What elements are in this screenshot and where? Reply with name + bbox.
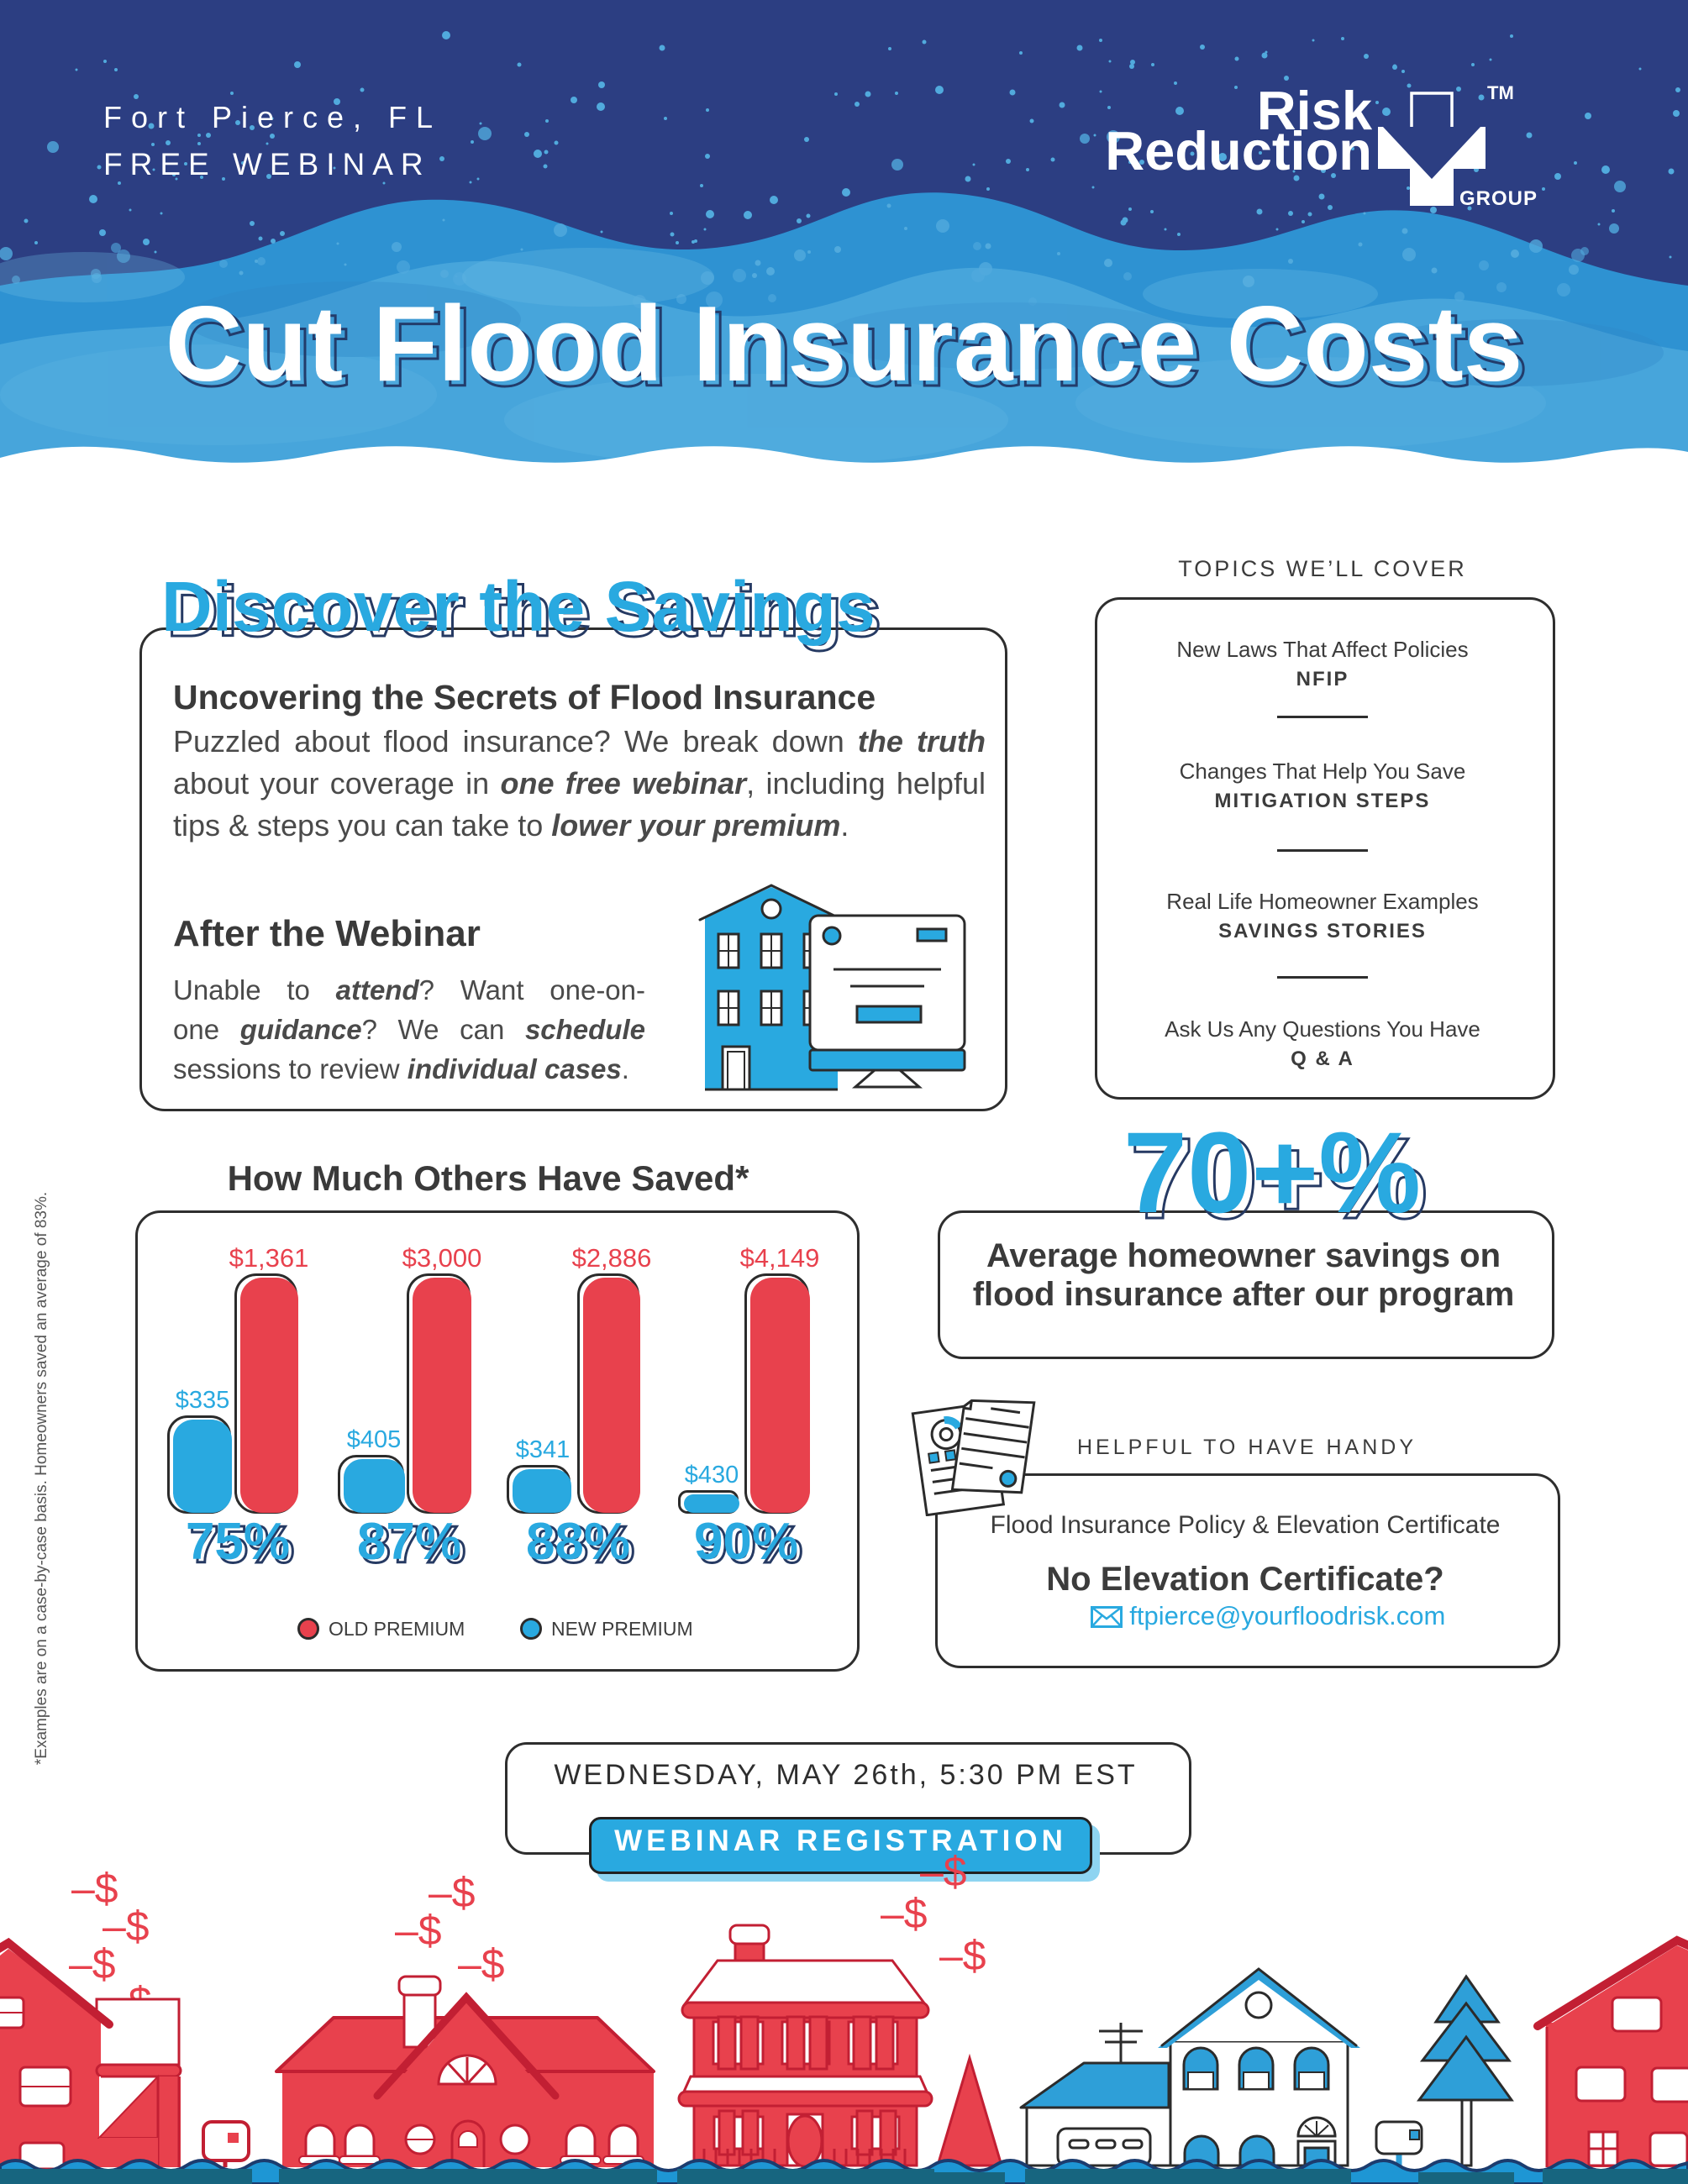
svg-text:–$: –$	[69, 1940, 116, 1987]
svg-text:–$: –$	[458, 1940, 505, 1987]
svg-text:–$: –$	[103, 1903, 150, 1950]
svg-text:–$: –$	[881, 1890, 928, 1937]
svg-text:–$: –$	[395, 1907, 442, 1954]
svg-text:–$: –$	[429, 1869, 476, 1916]
svg-text:–$: –$	[939, 1932, 986, 1979]
svg-text:–$: –$	[920, 1848, 967, 1895]
svg-text:–$: –$	[71, 1865, 118, 1912]
